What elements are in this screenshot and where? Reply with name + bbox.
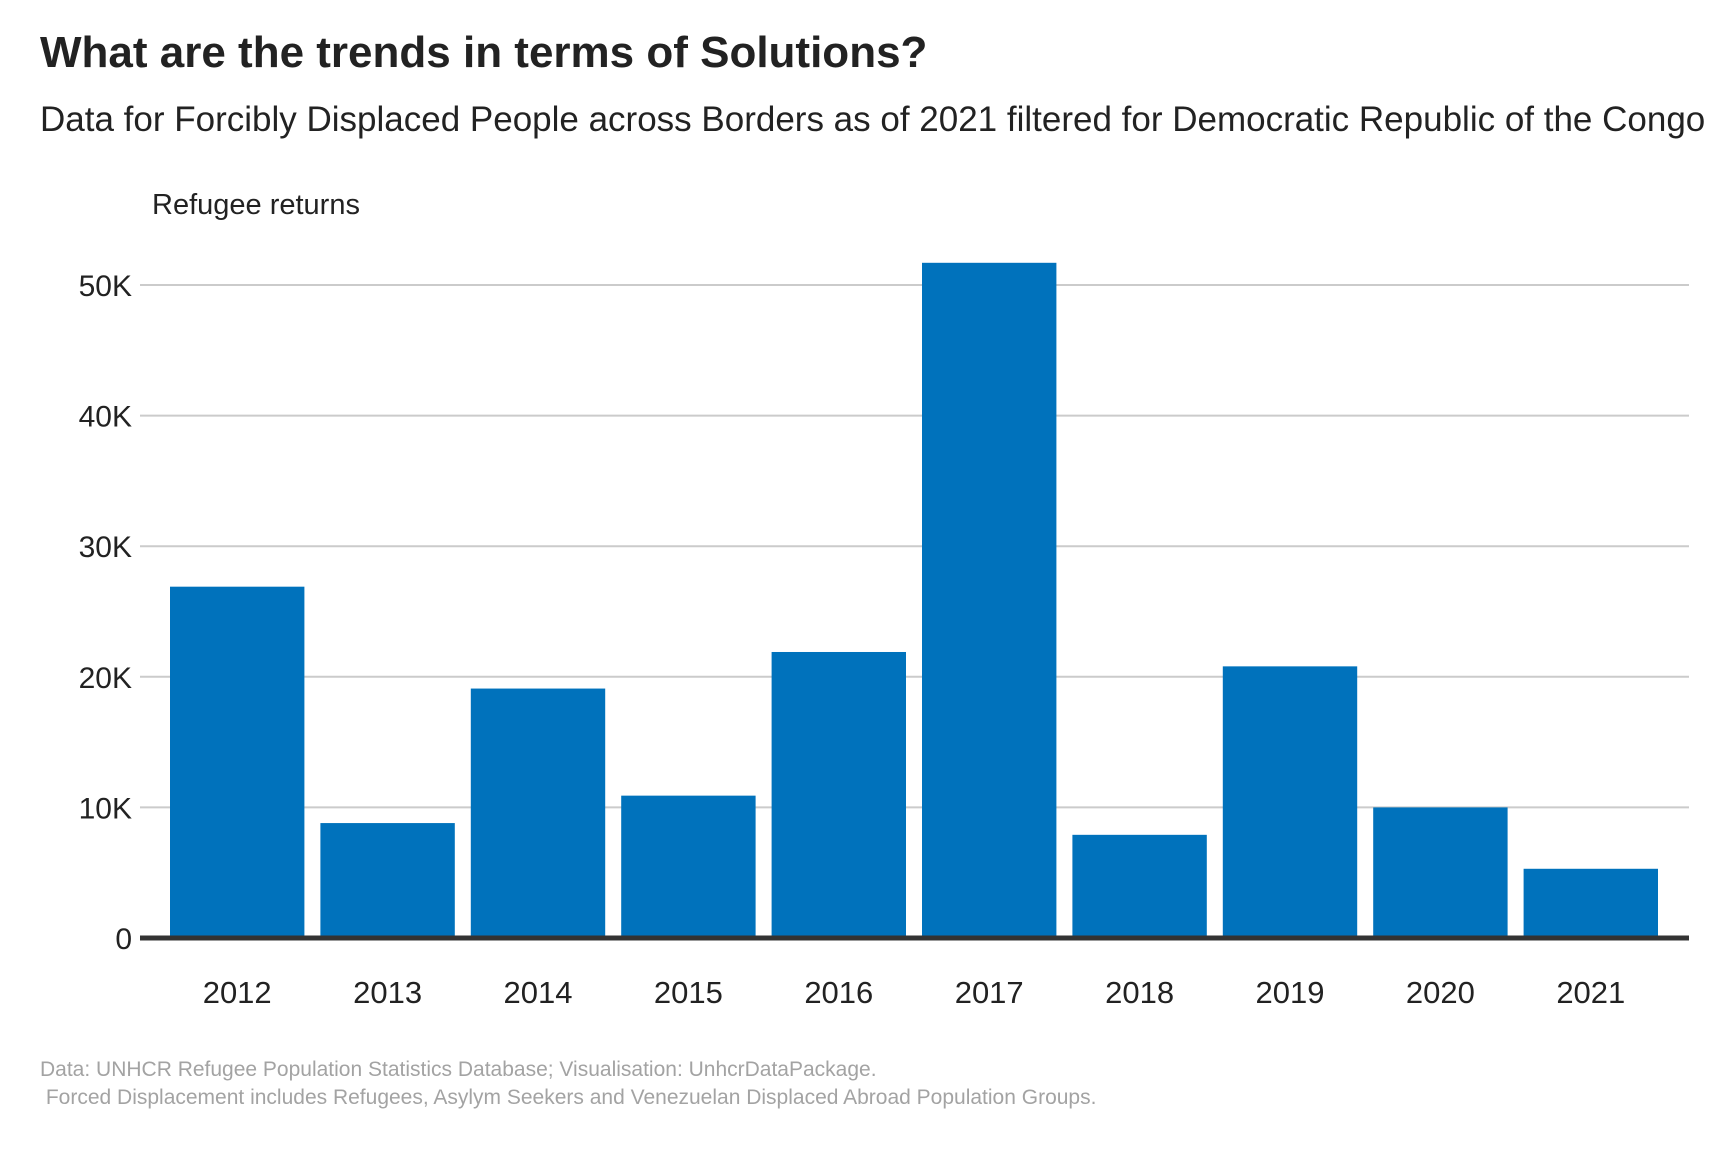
x-tick-label: 2020 xyxy=(1406,975,1475,1010)
x-tick-label: 2014 xyxy=(504,975,573,1010)
source-caption: Data: UNHCR Refugee Population Statistic… xyxy=(40,1058,877,1081)
bar-2018 xyxy=(1072,834,1207,938)
y-tick-label: 40K xyxy=(79,401,132,434)
x-tick-label: 2016 xyxy=(804,975,873,1010)
x-tick-label: 2018 xyxy=(1105,975,1174,1010)
x-tick-label: 2013 xyxy=(353,975,422,1010)
y-tick-label: 10K xyxy=(79,792,132,825)
x-tick-label: 2019 xyxy=(1256,975,1325,1010)
y-tick-label: 50K xyxy=(79,270,132,303)
note-caption: Forced Displacement includes Refugees, A… xyxy=(40,1086,1097,1109)
chart-subtitle: Data for Forcibly Displaced People acros… xyxy=(40,100,1706,139)
bar-2016 xyxy=(771,651,906,938)
bar-2014 xyxy=(470,688,606,938)
x-tick-label: 2015 xyxy=(654,975,723,1010)
bars xyxy=(170,262,1658,939)
x-tick-label: 2012 xyxy=(203,975,272,1010)
y-tick-label: 30K xyxy=(79,531,132,564)
x-axis-ticks: 2012 2013 2014 2015 2016 2017 2018 2019 2020 2021 xyxy=(203,975,1626,1010)
y-tick-label: 0 xyxy=(115,923,132,956)
bar-2021 xyxy=(1523,868,1658,938)
x-tick-label: 2021 xyxy=(1556,975,1625,1010)
bar-2012 xyxy=(170,586,305,938)
bar-2019 xyxy=(1222,666,1358,938)
bar-2015 xyxy=(621,795,756,938)
bar-2013 xyxy=(320,823,455,938)
gridlines xyxy=(140,284,1689,809)
bar-2020 xyxy=(1373,807,1508,938)
chart-title: What are the trends in terms of Solution… xyxy=(40,28,928,77)
y-axis-ticks: 0 10K 20K 30K 40K 50K xyxy=(79,270,132,956)
bar-2017 xyxy=(922,262,1057,939)
y-axis-label: Refugee returns xyxy=(152,189,360,221)
y-tick-label: 20K xyxy=(79,662,132,695)
x-tick-label: 2017 xyxy=(955,975,1024,1010)
